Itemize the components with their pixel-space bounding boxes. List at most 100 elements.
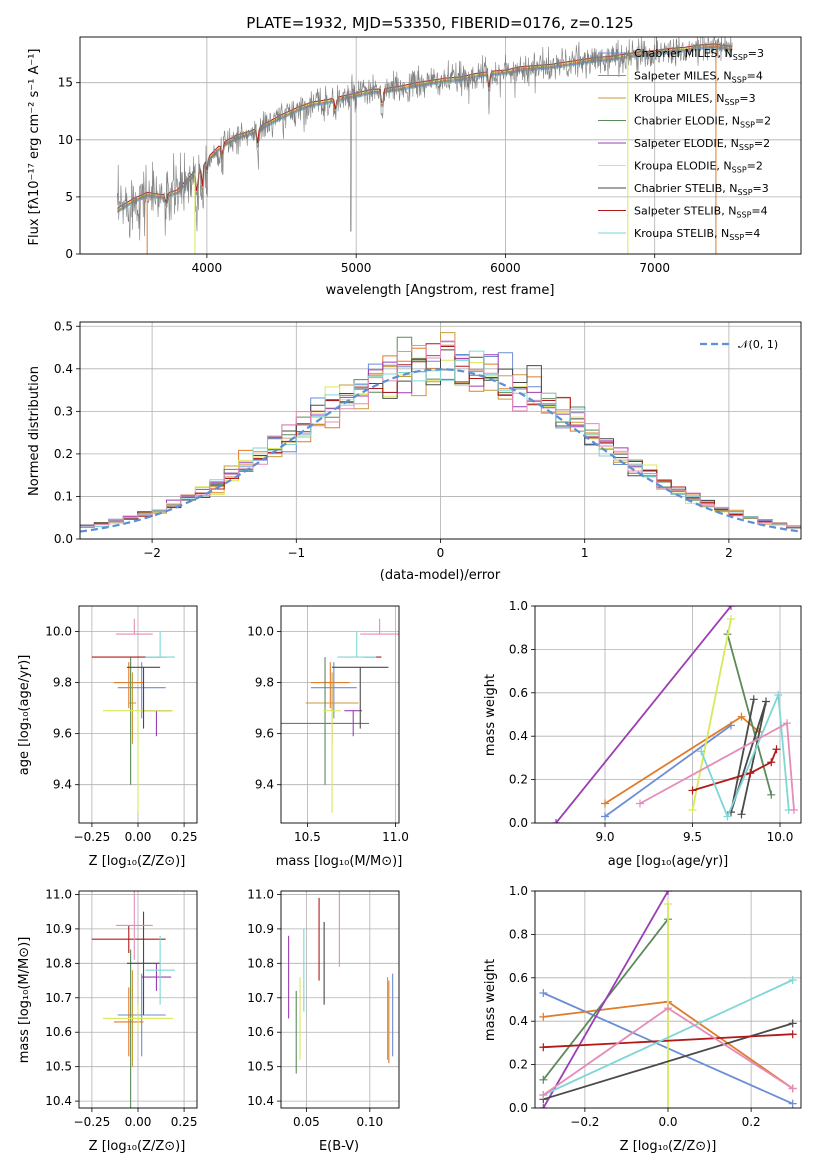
weight-marker — [664, 1004, 672, 1013]
weight-line — [543, 1033, 793, 1049]
weight-marker — [746, 769, 755, 778]
legend-label-sub: SSP — [729, 233, 744, 242]
mass-z-ylabel: mass [log₁₀(M/M⊙)] — [17, 937, 32, 1064]
axes-frame — [534, 890, 802, 1109]
mw-z-ylabel: mass weight — [483, 959, 498, 1041]
weight-marker — [749, 695, 758, 704]
errorbars — [288, 891, 394, 1074]
legend-label-text: Chabrier ELODIE, N — [634, 115, 740, 128]
spectrum-ylabel: Flux [fλ10⁻¹⁷ erg cm⁻² s⁻¹ A⁻¹] — [27, 49, 42, 246]
axes-frame — [79, 36, 802, 255]
weight-marker — [539, 1043, 548, 1052]
weight-marker — [737, 810, 746, 819]
legend-label-text: Kroupa STELIB, N — [634, 227, 729, 240]
weight-marker — [723, 812, 732, 821]
spectrum-panel: PLATE=1932, MJD=53350, FIBERID=0176, z=0… — [27, 14, 802, 298]
axes-frame — [79, 321, 802, 540]
legend-label: 𝒩(0, 1) — [738, 338, 778, 351]
weight-marker — [772, 745, 781, 754]
weight-marker — [788, 1084, 797, 1093]
x-tick-label: 0.2 — [742, 1115, 761, 1129]
errorbars — [281, 618, 399, 813]
legend-label-suffix: =2 — [755, 115, 771, 128]
weight-line — [730, 699, 767, 815]
weight-marker — [539, 988, 548, 997]
weight-marker — [539, 1090, 548, 1099]
legend-label: Salpeter STELIB, NSSP=4 — [634, 205, 768, 220]
legend-label-text: Chabrier STELIB, N — [634, 182, 738, 195]
y-tick-label: 0.2 — [509, 773, 528, 787]
gridlines — [79, 891, 197, 1108]
legend-label-sub: SSP — [732, 166, 747, 175]
weight-marker — [790, 805, 798, 814]
x-tick-label: 10.5 — [294, 830, 321, 844]
y-tick-label: 9.6 — [53, 727, 72, 741]
weight-marker — [552, 819, 560, 823]
legend-label-suffix: =4 — [747, 70, 763, 83]
weight-marker — [664, 891, 672, 895]
x-tick-label: 9.5 — [683, 830, 702, 844]
weight-marker — [788, 975, 797, 984]
y-tick-label: 0.4 — [509, 729, 528, 743]
x-tick-label: 2 — [725, 546, 733, 560]
residual-ylabel: Normed distribution — [27, 366, 42, 496]
y-tick-label: 0.0 — [509, 816, 528, 830]
x-tick-label: 0.00 — [125, 1115, 152, 1129]
data-spectrum-line — [117, 37, 733, 241]
age-vs-metallicity-panel: Z [log₁₀(Z/Z⊙)] age [log₁₀(age/yr)] −0.2… — [17, 605, 198, 869]
x-tick-label: −2 — [143, 546, 161, 560]
y-tick-label: 0.6 — [509, 686, 528, 700]
y-tick-label: 9.6 — [255, 727, 274, 741]
weight-marker — [762, 697, 770, 706]
weight-marker — [539, 1075, 548, 1084]
axes-frame — [280, 605, 400, 824]
weight-marker — [767, 790, 776, 799]
y-tick-label: 10.5 — [247, 1060, 274, 1074]
legend-label: Kroupa ELODIE, NSSP=2 — [634, 160, 763, 175]
legend-label-text: Kroupa MILES, N — [634, 92, 724, 105]
axes-frame — [534, 605, 802, 824]
legend-label: Chabrier ELODIE, NSSP=2 — [634, 115, 771, 130]
legend-label-sub: SSP — [740, 121, 755, 130]
axes-frame — [280, 890, 400, 1109]
weight-lines — [552, 606, 798, 823]
legend-label: Salpeter ELODIE, NSSP=2 — [634, 137, 770, 152]
y-tick-label: 9.8 — [53, 676, 72, 690]
legend-label: Chabrier MILES, NSSP=3 — [634, 47, 764, 62]
x-tick-label: −0.25 — [74, 1115, 111, 1129]
legend-label-text: Salpeter ELODIE, N — [634, 137, 739, 150]
legend-label-sub: SSP — [738, 188, 753, 197]
y-tick-label: 0.4 — [509, 1014, 528, 1028]
weight-line — [555, 606, 732, 823]
x-tick-label: 4000 — [192, 261, 223, 275]
weight-marker — [636, 799, 644, 808]
x-tick-label: 10.0 — [767, 830, 794, 844]
weight-marker — [664, 1104, 672, 1108]
legend-label-suffix: =3 — [748, 47, 764, 60]
weight-marker — [727, 615, 735, 624]
legend-label: Chabrier STELIB, NSSP=3 — [634, 182, 769, 197]
legend-label: Kroupa STELIB, NSSP=4 — [634, 227, 760, 242]
y-tick-label: 10.7 — [247, 991, 274, 1005]
legend-label-suffix: =4 — [751, 205, 767, 218]
y-tick-label: 0.5 — [54, 319, 73, 333]
y-tick-label: 10 — [58, 133, 73, 147]
errorbars — [91, 618, 175, 813]
x-tick-label: 6000 — [490, 261, 521, 275]
y-tick-label: 10.8 — [247, 956, 274, 970]
x-tick-label: 0 — [437, 546, 445, 560]
legend-label-suffix: =3 — [753, 182, 769, 195]
legend-label-suffix: =2 — [754, 137, 770, 150]
x-tick-label: 0.25 — [171, 830, 198, 844]
mass-vs-ebv-panel: E(B-V) 0.05 0.10 10.4 10.5 10.6 10.7 10.8 10.9 1… — [247, 887, 400, 1154]
x-tick-label: −0.2 — [570, 1115, 599, 1129]
legend-label: Kroupa MILES, NSSP=3 — [634, 92, 756, 107]
x-tick-label: −0.25 — [74, 830, 111, 844]
model-spectrum-line — [117, 44, 733, 210]
weight-marker — [697, 747, 706, 756]
y-tick-label: 10.8 — [45, 956, 72, 970]
y-tick-label: 10.4 — [45, 1094, 72, 1108]
weight-line — [726, 633, 773, 796]
y-tick-label: 10.4 — [247, 1094, 274, 1108]
weight-marker — [601, 799, 609, 808]
